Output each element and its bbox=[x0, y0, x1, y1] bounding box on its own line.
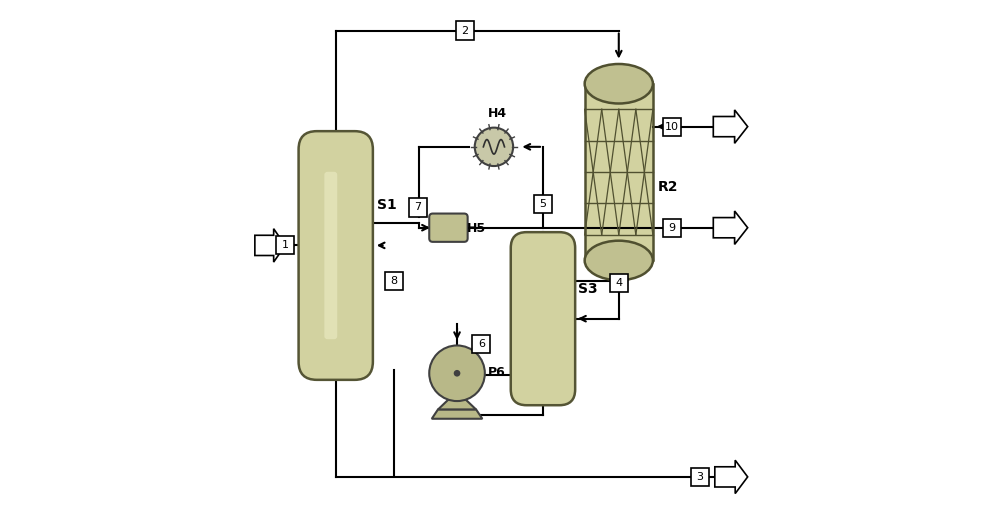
Text: 7: 7 bbox=[414, 202, 421, 213]
FancyBboxPatch shape bbox=[324, 172, 337, 339]
FancyBboxPatch shape bbox=[276, 236, 294, 254]
FancyBboxPatch shape bbox=[385, 272, 403, 290]
FancyBboxPatch shape bbox=[299, 131, 373, 380]
Polygon shape bbox=[713, 110, 748, 143]
FancyBboxPatch shape bbox=[409, 198, 427, 217]
Ellipse shape bbox=[585, 241, 653, 280]
Ellipse shape bbox=[585, 64, 653, 104]
Text: 8: 8 bbox=[390, 276, 397, 286]
Text: S1: S1 bbox=[377, 198, 397, 212]
Text: R2: R2 bbox=[658, 180, 678, 194]
FancyBboxPatch shape bbox=[534, 195, 552, 214]
FancyBboxPatch shape bbox=[610, 274, 628, 292]
Bar bbox=[585, 84, 653, 261]
FancyBboxPatch shape bbox=[472, 335, 490, 353]
Circle shape bbox=[429, 345, 485, 401]
Polygon shape bbox=[438, 399, 476, 410]
Text: P6: P6 bbox=[488, 366, 506, 379]
Text: 5: 5 bbox=[539, 199, 546, 210]
Polygon shape bbox=[715, 460, 748, 494]
Text: 2: 2 bbox=[461, 26, 468, 36]
FancyBboxPatch shape bbox=[456, 21, 474, 40]
FancyBboxPatch shape bbox=[511, 232, 575, 405]
Polygon shape bbox=[255, 229, 285, 262]
Text: 9: 9 bbox=[668, 223, 675, 233]
Circle shape bbox=[475, 128, 513, 166]
Text: 4: 4 bbox=[615, 278, 622, 288]
FancyBboxPatch shape bbox=[429, 214, 468, 242]
Text: 1: 1 bbox=[282, 240, 289, 250]
FancyBboxPatch shape bbox=[663, 118, 681, 136]
Text: H4: H4 bbox=[488, 106, 507, 120]
Text: 10: 10 bbox=[665, 122, 679, 132]
Circle shape bbox=[454, 370, 460, 377]
Text: 3: 3 bbox=[696, 472, 703, 482]
Text: S3: S3 bbox=[578, 282, 598, 296]
Polygon shape bbox=[432, 410, 482, 419]
FancyBboxPatch shape bbox=[663, 219, 681, 237]
Text: 6: 6 bbox=[478, 339, 485, 349]
FancyBboxPatch shape bbox=[691, 468, 709, 486]
Polygon shape bbox=[713, 211, 748, 244]
Text: H5: H5 bbox=[467, 222, 486, 235]
